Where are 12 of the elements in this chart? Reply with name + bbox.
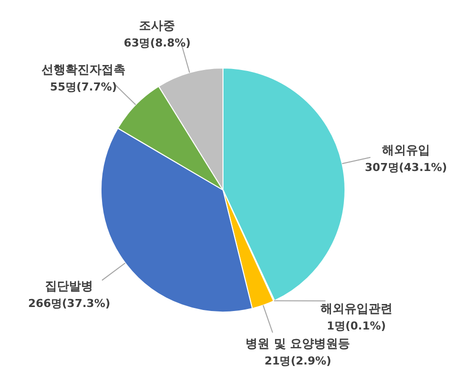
data-label: 55명(7.7%) [50,80,117,94]
slice-label: 병원 및 요양병원등 [246,336,350,351]
slice-label: 집단발병 [45,278,94,293]
slice-label: 조사중 [139,18,176,32]
slice-label: 선행확진자접촉 [41,62,126,76]
data-label: 1명(0.1%) [326,320,386,333]
data-label: 21명(2.9%) [264,354,332,368]
slice-label: 해외유입관련 [320,302,392,316]
data-label: 266명(37.3%) [28,296,110,310]
data-label: 63명(8.8%) [124,36,191,50]
data-label: 307명(43.1%) [364,160,448,174]
slice-label: 해외유입 [382,142,430,157]
